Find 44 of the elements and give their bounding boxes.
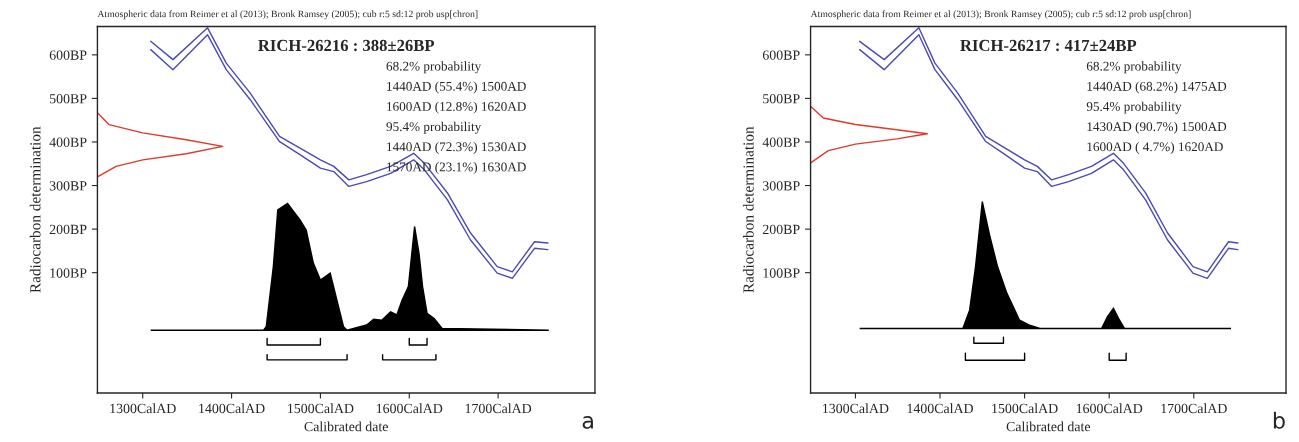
x-tick-label: 1500CalAD: [992, 403, 1058, 414]
y-tick-label: 400BP: [49, 137, 87, 147]
annotation: 68.2% probability: [1086, 61, 1182, 74]
y-axis-title: Radiocarbon determination: [742, 126, 754, 293]
y-tick-label: 600BP: [762, 50, 800, 60]
annotation: 1440AD (68.2%) 1475AD: [1087, 81, 1227, 94]
text: RICH-26217 : 417±24BP: [960, 39, 1137, 52]
y-tick-label: 500BP: [763, 93, 800, 104]
x-tick-label: 1400CalAD: [907, 403, 974, 414]
annotation: 1440AD (55.4%) 1500AD: [387, 81, 526, 94]
x-axis-title: Calibrated date: [1006, 421, 1091, 432]
y-tick-label: 600BP: [49, 50, 87, 60]
x-tick-label: 1600CalAD: [1076, 403, 1143, 414]
annotation: 1440AD (72.3%) 1530AD: [387, 141, 526, 154]
x-tick-label: 1700CalAD: [465, 403, 532, 414]
annotation: 68.2% probability: [386, 61, 482, 74]
y-tick-label: 100BP: [50, 268, 87, 278]
annotation: 95.4% probability: [1086, 101, 1182, 114]
x-tick-label: 1700CalAD: [1161, 403, 1227, 414]
x-tick-label: 1600CalAD: [376, 403, 443, 414]
annotation: 1430AD (90.7%) 1500AD: [1087, 121, 1227, 134]
y-tick-label: 200BP: [49, 224, 87, 235]
annotation: 95.4% probability: [386, 121, 482, 134]
text: b: [1273, 411, 1285, 429]
line-series: [97, 112, 224, 178]
annotation: 1600AD (12.8%) 1620AD: [387, 101, 526, 114]
x-axis-title: Calibrated date: [304, 421, 388, 432]
y-tick-label: 200BP: [762, 224, 800, 235]
x-tick-label: 1400CalAD: [199, 403, 265, 414]
x-tick-label: 1500CalAD: [288, 403, 354, 414]
y-tick-label: 500BP: [49, 93, 87, 104]
y-axis-title: Radiocarbon determination: [29, 126, 41, 293]
y-tick-label: 100BP: [763, 268, 800, 278]
text: a: [582, 416, 593, 429]
y-tick-label: 300BP: [763, 181, 800, 191]
y-tick-label: 300BP: [49, 181, 87, 191]
x-tick-label: 1300CalAD: [110, 403, 176, 414]
text: RICH-26216 : 388±26BP: [258, 39, 435, 52]
line-series: [810, 105, 929, 164]
x-tick-label: 1300CalAD: [823, 403, 889, 414]
chart-subtitle: Atmospheric data from Reimer et al (2013); Bronk Ramsey (2005); cub r:5 sd:12 prob usp[chron]: [810, 10, 1191, 20]
y-tick-label: 400BP: [762, 137, 800, 147]
annotation: 1600AD ( 4.7%) 1620AD: [1087, 141, 1223, 154]
chart-subtitle: Atmospheric data from Reimer et al (2013); Bronk Ramsey (2005); cub r:5 sd:12 prob usp[chron]: [97, 10, 478, 20]
